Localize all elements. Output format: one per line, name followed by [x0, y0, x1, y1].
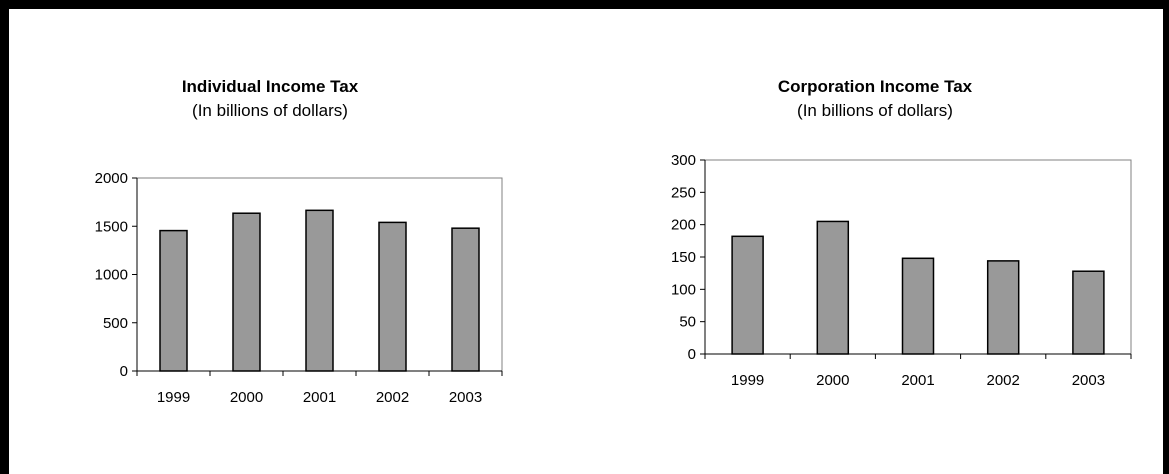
y-tick-label: 250 — [671, 184, 696, 201]
bar-2001 — [305, 209, 334, 372]
chart-1-plot: 0 500 1000 1500 2000 1999 2000 2001 2002 2003 — [95, 170, 503, 406]
x-tick-label: 2002 — [376, 389, 409, 406]
y-tick-label: 300 — [671, 152, 696, 169]
bar-1999 — [731, 235, 764, 355]
bar-2000 — [816, 220, 850, 355]
y-tick-label: 0 — [688, 346, 696, 363]
y-tick-label: 0 — [120, 363, 128, 380]
x-tick-label: 2003 — [449, 389, 482, 406]
y-tick-label: 100 — [671, 281, 696, 298]
bar-2001 — [901, 257, 935, 355]
chart-2-title: Corporation Income Tax — [777, 77, 973, 96]
x-tick-label: 2001 — [303, 389, 336, 406]
y-tick-label: 150 — [671, 249, 696, 266]
chart-2-subtitle: (In billions of dollars) — [797, 101, 953, 120]
x-tick-label: 2001 — [901, 372, 934, 389]
bar-2002 — [986, 260, 1020, 355]
bar-2003 — [451, 227, 480, 372]
chart-1-title: Individual Income Tax — [181, 77, 359, 96]
y-tick-label: 2000 — [95, 170, 128, 187]
bar-2000 — [232, 212, 261, 372]
bar-2003 — [1072, 270, 1105, 355]
y-tick-label: 200 — [671, 217, 696, 234]
y-tick-label: 50 — [679, 314, 696, 331]
bar-2002 — [378, 221, 407, 372]
x-tick-label: 2000 — [230, 389, 263, 406]
chart-1-subtitle: (In billions of dollars) — [192, 101, 348, 120]
chart-2-plot: 0 50 100 150 200 250 300 1999 2000 2001 2002 2003 — [671, 152, 1132, 389]
x-tick-label: 2002 — [987, 372, 1020, 389]
x-tick-label: 2000 — [816, 372, 849, 389]
y-tick-label: 1500 — [95, 218, 128, 235]
x-tick-label: 2003 — [1072, 372, 1105, 389]
bar-1999 — [159, 229, 188, 372]
x-tick-label: 1999 — [157, 389, 190, 406]
x-tick-label: 1999 — [731, 372, 764, 389]
y-tick-label: 500 — [103, 315, 128, 332]
y-tick-label: 1000 — [95, 267, 128, 284]
